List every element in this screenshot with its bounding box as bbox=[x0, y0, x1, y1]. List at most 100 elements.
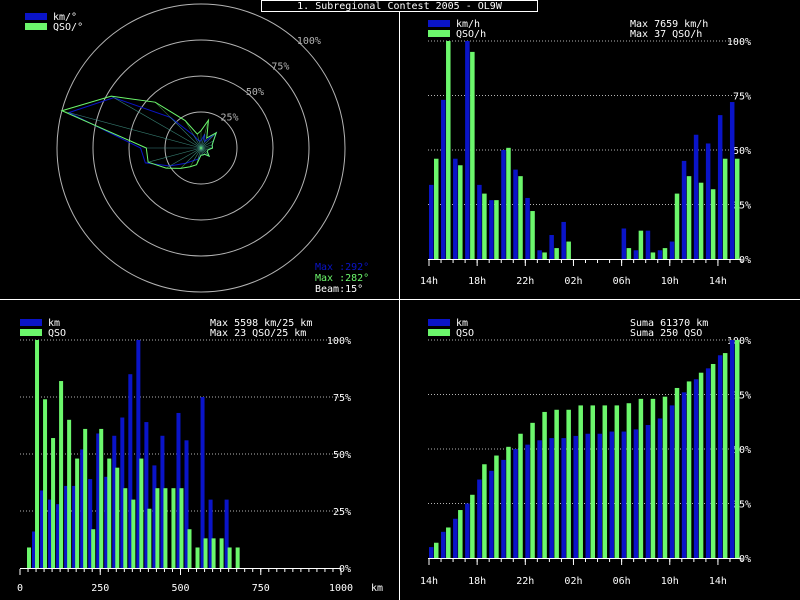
cum-bar-a bbox=[669, 405, 675, 558]
dist-bar-b bbox=[155, 488, 160, 568]
polar-spoke bbox=[61, 110, 202, 149]
time-bar-a bbox=[525, 197, 530, 259]
time-bar-b bbox=[650, 252, 656, 259]
cum-bar-a bbox=[729, 340, 735, 558]
time-bar-a bbox=[669, 241, 675, 259]
polar-ring bbox=[92, 39, 310, 257]
time-bar-b bbox=[518, 176, 523, 259]
dist-bar-b bbox=[195, 547, 200, 568]
dist-bar-a bbox=[80, 449, 85, 568]
dist-bar-b bbox=[131, 499, 136, 568]
dist-bar-b bbox=[115, 467, 120, 568]
polar-spoke bbox=[148, 147, 202, 163]
title-box bbox=[261, 0, 538, 12]
cum-bar-a bbox=[693, 379, 699, 558]
dist-bar-a bbox=[200, 397, 205, 568]
dist-bar-b bbox=[35, 340, 40, 568]
dist-legend-swatch bbox=[20, 329, 42, 336]
time-ytick-label: 0% bbox=[739, 255, 751, 266]
time-ytick-label: 50% bbox=[733, 146, 751, 157]
cum-bar-a bbox=[501, 459, 506, 558]
polar-spoke bbox=[200, 120, 209, 149]
dist-bar-b bbox=[83, 428, 88, 568]
time-bar-b bbox=[542, 252, 547, 259]
dist-bar-b bbox=[187, 529, 192, 568]
time-bar-b bbox=[698, 182, 704, 259]
polar-spoke bbox=[200, 147, 204, 156]
time-bar-b bbox=[722, 158, 728, 259]
dist-bar-a bbox=[64, 485, 69, 568]
cum-tick-label: 22h bbox=[516, 576, 534, 587]
polar-spoke bbox=[189, 147, 202, 167]
polar-ring-label: 25% bbox=[220, 113, 238, 124]
dist-bar-a bbox=[56, 504, 61, 568]
cum-bar-a bbox=[621, 431, 627, 558]
cum-bar-b bbox=[458, 510, 463, 558]
dist-bar-a bbox=[104, 476, 109, 568]
time-bar-a bbox=[657, 250, 663, 259]
dist-ytick-label: 100% bbox=[327, 336, 351, 347]
time-bar-a bbox=[489, 200, 494, 259]
cum-bar-b bbox=[554, 409, 559, 558]
dist-bar-b bbox=[67, 419, 72, 568]
dist-bar-b bbox=[211, 538, 216, 568]
cum-bar-b bbox=[530, 422, 535, 558]
cum-bar-b bbox=[638, 398, 644, 558]
polar-spoke bbox=[180, 147, 202, 169]
dist-bar-a bbox=[40, 490, 45, 568]
cum-bar-b bbox=[734, 340, 740, 558]
time-bar-b bbox=[470, 51, 475, 260]
dist-legend-label: km bbox=[48, 318, 60, 329]
cum-bar-b bbox=[518, 433, 523, 558]
dist-ytick-label: 75% bbox=[333, 393, 351, 404]
polar-spoke bbox=[200, 147, 208, 152]
time-legend-swatch bbox=[428, 20, 450, 27]
dist-tick-label: 500 bbox=[171, 583, 189, 594]
polar-ring bbox=[128, 75, 274, 221]
cum-bar-b bbox=[722, 353, 728, 558]
cum-bar-b bbox=[446, 527, 451, 558]
polar-ring-label: 75% bbox=[271, 62, 289, 73]
dist-bar-b bbox=[227, 547, 232, 568]
dist-bar-b bbox=[91, 529, 96, 568]
dist-bar-a bbox=[184, 440, 189, 568]
cum-ytick-label: 50% bbox=[733, 445, 751, 456]
cum-bar-a bbox=[597, 433, 603, 558]
dist-tick-label: 750 bbox=[252, 583, 270, 594]
time-bar-b bbox=[530, 211, 535, 259]
time-bar-a bbox=[681, 160, 687, 259]
cum-bar-a bbox=[681, 392, 687, 558]
time-bar-b bbox=[554, 248, 559, 259]
time-bar-b bbox=[566, 241, 571, 259]
dist-ytick-label: 0% bbox=[339, 564, 351, 575]
dist-bar-a bbox=[136, 340, 141, 568]
time-bar-b bbox=[638, 230, 644, 259]
time-bar-a bbox=[477, 184, 482, 259]
cum-bar-a bbox=[585, 433, 590, 558]
time-bar-b bbox=[710, 189, 716, 259]
time-tick-label: 14h bbox=[420, 276, 438, 287]
dist-bar-b bbox=[163, 488, 168, 568]
cum-tick-label: 18h bbox=[468, 576, 486, 587]
polar-ring-label: 50% bbox=[246, 87, 264, 98]
cum-bar-a bbox=[537, 440, 542, 558]
time-info-line: Max 37 QSO/h bbox=[630, 29, 702, 40]
time-tick-label: 14h bbox=[709, 276, 727, 287]
cum-tick-label: 06h bbox=[613, 576, 631, 587]
time-bar-a bbox=[537, 250, 542, 259]
cum-bar-b bbox=[614, 405, 620, 558]
cum-bar-a bbox=[645, 425, 651, 558]
time-bar-a bbox=[453, 158, 458, 259]
time-bar-a bbox=[717, 115, 723, 260]
time-tick-label: 10h bbox=[661, 276, 679, 287]
dist-bar-a bbox=[112, 435, 117, 568]
polar-spoke bbox=[200, 137, 208, 149]
cum-bar-b bbox=[482, 464, 487, 558]
cum-bar-b bbox=[566, 409, 571, 558]
cum-bar-a bbox=[477, 479, 482, 558]
cum-bar-a bbox=[441, 531, 446, 558]
dist-tick-label: 1000 bbox=[329, 583, 353, 594]
dist-bar-a bbox=[152, 465, 157, 568]
